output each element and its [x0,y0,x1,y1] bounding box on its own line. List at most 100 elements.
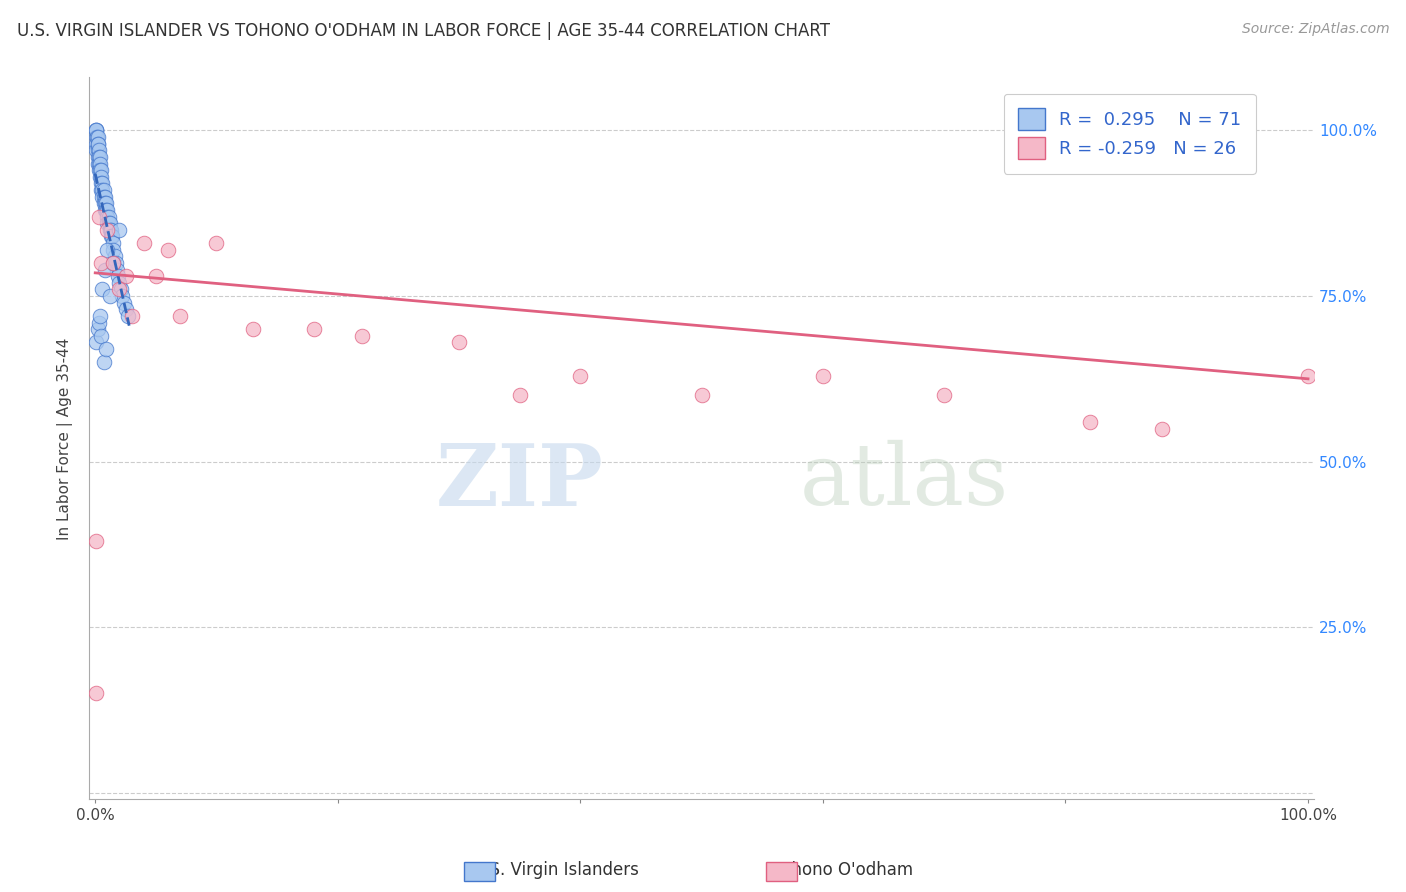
Point [104,249,127,263]
Point [104,256,127,270]
Point [87,150,110,164]
Point [93,183,115,197]
Point [94,196,117,211]
Point [205,235,228,250]
Point [145,269,167,284]
Text: Tohono O'odham: Tohono O'odham [775,861,912,879]
Point [93,196,115,211]
Text: U.S. VIRGIN ISLANDER VS TOHONO O'ODHAM IN LABOR FORCE | AGE 35-44 CORRELATION CH: U.S. VIRGIN ISLANDER VS TOHONO O'ODHAM I… [17,22,830,40]
Point [96,210,118,224]
Point [87,316,110,330]
Point [107,269,129,284]
Point [90,183,112,197]
Point [86,123,108,137]
Point [108,276,131,290]
Point [934,388,956,402]
Point [86,150,108,164]
Point [103,243,125,257]
Point [87,156,110,170]
Point [121,309,143,323]
Point [447,335,470,350]
Point [811,368,834,383]
Legend: R =  0.295    N = 71, R = -0.259   N = 26: R = 0.295 N = 71, R = -0.259 N = 26 [1004,94,1256,174]
Point [94,202,117,217]
Point [98,289,121,303]
Point [97,210,120,224]
Point [103,256,125,270]
Point [87,144,110,158]
Point [103,235,125,250]
Point [98,223,121,237]
Point [1078,415,1101,429]
Point [156,243,179,257]
Point [108,282,131,296]
Point [690,388,713,402]
Point [108,223,131,237]
Point [111,289,134,303]
Point [94,342,117,356]
Point [89,169,111,184]
Point [96,223,118,237]
Point [112,295,135,310]
Point [86,136,108,151]
Point [90,163,112,178]
Point [86,144,108,158]
Point [86,130,108,145]
Point [90,256,112,270]
Point [96,202,118,217]
Point [110,282,132,296]
Point [91,183,114,197]
Point [97,216,120,230]
Point [94,262,117,277]
Y-axis label: In Labor Force | Age 35-44: In Labor Force | Age 35-44 [58,337,73,540]
Point [101,229,124,244]
Point [569,368,592,383]
Point [1296,368,1319,383]
Point [86,156,108,170]
Point [91,189,114,203]
Point [94,196,117,211]
Point [91,282,114,296]
Point [1152,421,1174,435]
Point [98,216,121,230]
Point [89,309,111,323]
Point [90,177,112,191]
Point [242,322,264,336]
Point [87,163,110,178]
Point [100,223,122,237]
Point [94,202,117,217]
Point [117,309,139,323]
Point [509,388,531,402]
Point [84,123,107,137]
Point [90,328,112,343]
Point [93,355,115,369]
Point [93,189,115,203]
Point [302,322,325,336]
Point [350,328,373,343]
Point [105,262,128,277]
Point [86,534,108,549]
Point [114,269,136,284]
Point [169,309,191,323]
Point [86,686,108,700]
Point [89,163,111,178]
Point [86,130,108,145]
Point [87,136,110,151]
Text: U.S. Virgin Islanders: U.S. Virgin Islanders [472,861,638,879]
Point [89,156,111,170]
Point [103,256,125,270]
Point [96,216,118,230]
Text: atlas: atlas [800,440,1008,524]
Point [91,177,114,191]
Point [86,322,108,336]
Point [86,144,108,158]
Point [114,302,136,317]
Point [100,229,122,244]
Point [86,136,108,151]
Point [96,243,118,257]
Point [86,123,108,137]
Point [90,169,112,184]
Point [132,235,155,250]
Point [86,335,108,350]
Text: ZIP: ZIP [436,440,603,524]
